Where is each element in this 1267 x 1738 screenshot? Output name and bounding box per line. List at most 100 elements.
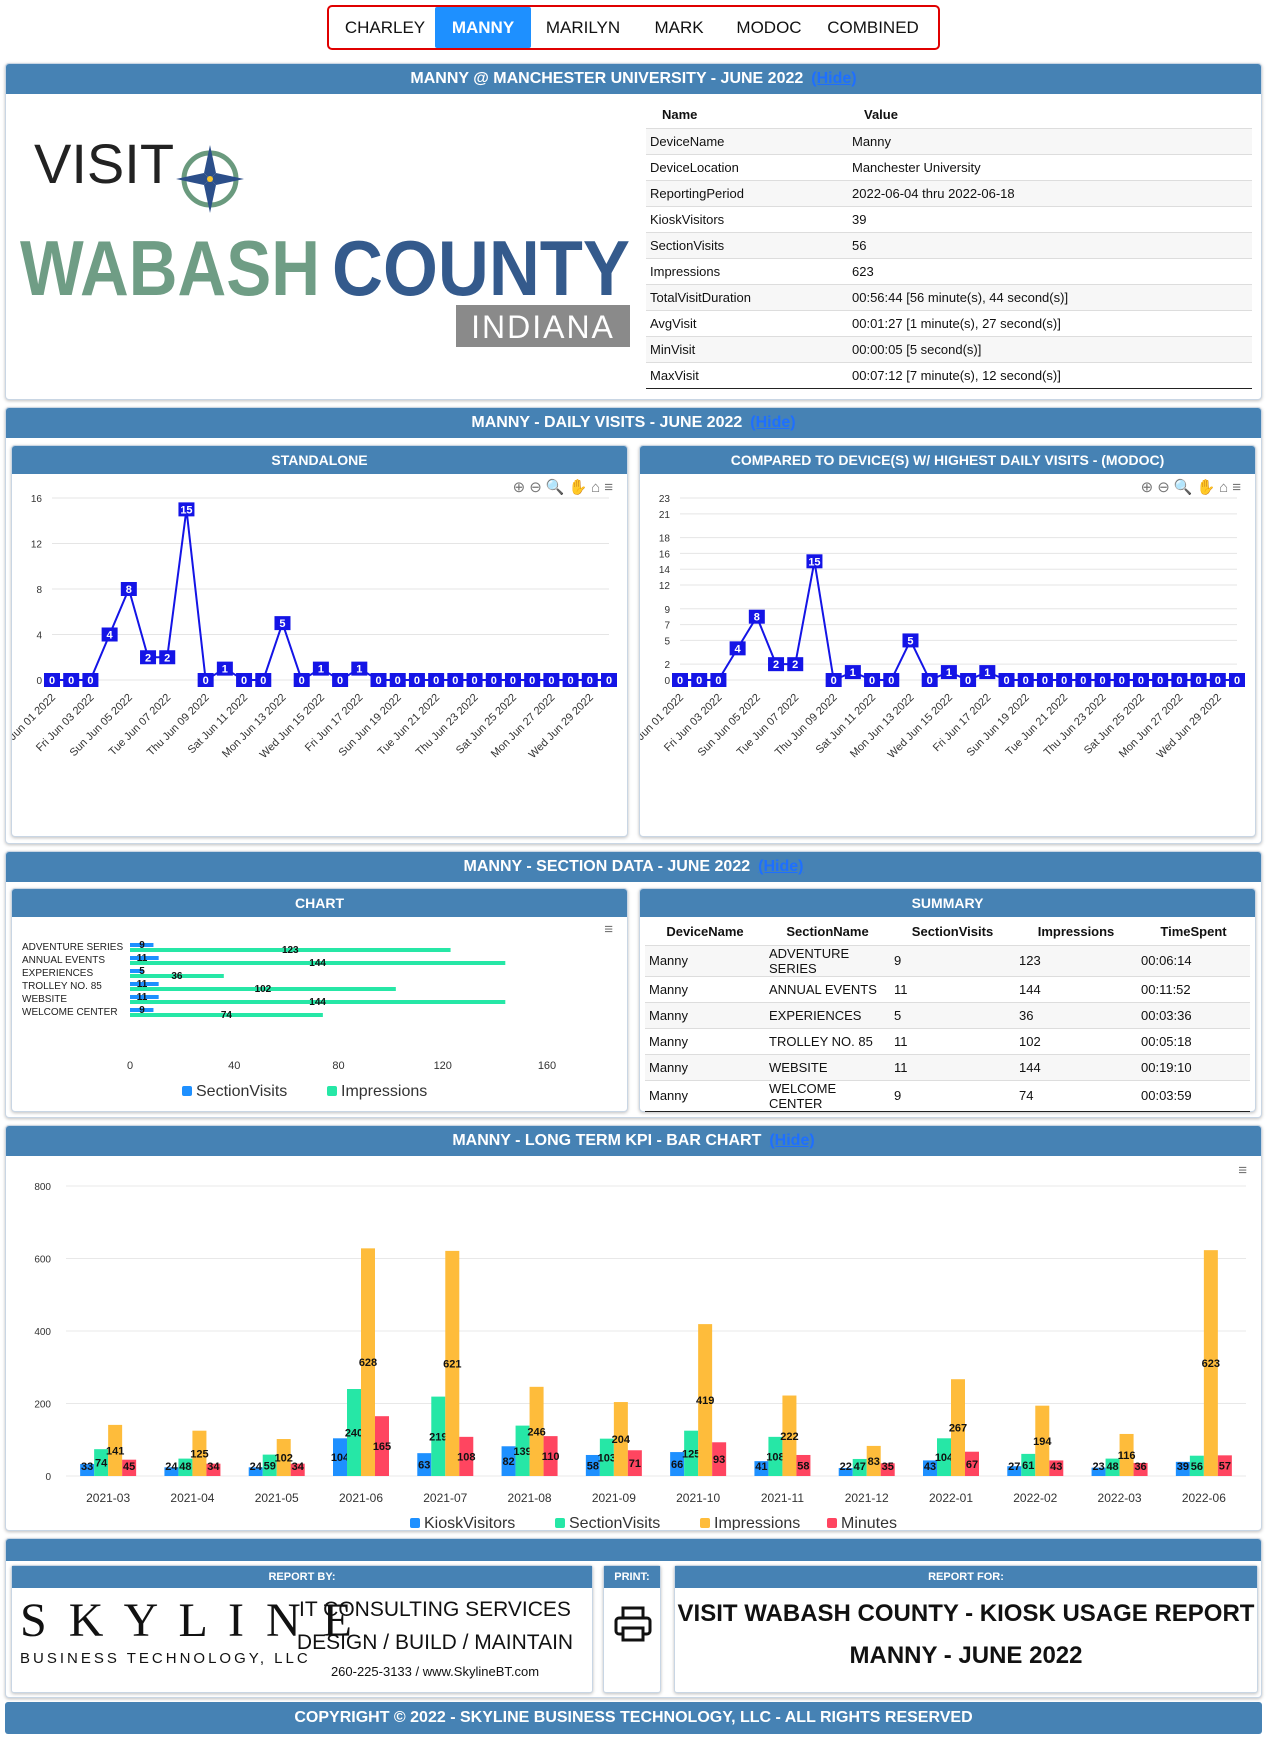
data-point — [63, 673, 80, 687]
data-label: 0 — [510, 675, 516, 687]
data-label: 0 — [587, 675, 593, 687]
tab-mark[interactable]: MARK — [654, 17, 704, 37]
info-value: 2022-06-04 thru 2022-06-18 — [848, 179, 1252, 206]
chart-menu-icon[interactable]: ≡ — [1238, 1162, 1251, 1179]
data-label: 0 — [1157, 675, 1163, 687]
x-tick-label: 2022-03 — [1098, 1491, 1142, 1505]
data-label: 22 — [840, 1461, 852, 1473]
bar — [130, 961, 506, 965]
data-point — [1132, 673, 1149, 687]
bar — [122, 1459, 137, 1476]
data-point — [197, 673, 214, 687]
bar — [192, 1430, 207, 1476]
x-tick-label: Wed Jun 01 2022 — [640, 692, 686, 761]
tab-charley[interactable]: CHARLEY — [344, 17, 426, 37]
y-tick-label: 14 — [659, 565, 671, 576]
y-tick-label: 21 — [659, 510, 671, 521]
cell: WEBSITE — [765, 1053, 890, 1080]
tab-modoc[interactable]: MODOC — [736, 17, 802, 37]
report-by-label: REPORT BY: — [12, 1566, 592, 1588]
print-box: PRINT: — [603, 1565, 661, 1693]
skyline-logo: S K Y L I N E — [20, 1594, 357, 1647]
data-label: 165 — [373, 1441, 391, 1453]
data-label: 24 — [165, 1461, 178, 1473]
data-point — [921, 673, 938, 687]
tab-manny[interactable]: MANNY — [435, 7, 531, 48]
legend-label: Impressions — [341, 1083, 427, 1100]
hide-section-link[interactable]: (Hide) — [758, 858, 804, 875]
bar — [1007, 1466, 1022, 1476]
data-label: 0 — [414, 675, 420, 687]
legend-marker — [327, 1086, 337, 1096]
category-label: EXPERIENCES — [22, 968, 93, 979]
data-label: 9 — [139, 1005, 145, 1016]
visit-wabash-logo: VISIT WABASH COUNTY INDIANA — [20, 132, 630, 347]
device-info-table: Name Value DeviceName Manny DeviceLocation… — [646, 102, 1252, 389]
x-tick-label: 2021-06 — [339, 1491, 383, 1505]
cell: Manny — [645, 975, 765, 1002]
data-label: 125 — [190, 1448, 208, 1460]
info-header: MANNY @ MANCHESTER UNIVERSITY - JUNE 202… — [6, 64, 1261, 94]
cell: 9 — [890, 944, 1015, 976]
x-tick-label: 80 — [332, 1060, 344, 1072]
data-point — [504, 673, 521, 687]
copyright-bar: COPYRIGHT © 2022 - SKYLINE BUSINESS TECH… — [5, 1702, 1262, 1734]
chart-menu-icon[interactable]: ≡ — [604, 921, 617, 938]
x-tick-label: 2021-11 — [761, 1491, 804, 1505]
printer-icon[interactable] — [613, 1604, 653, 1644]
data-point — [1075, 673, 1092, 687]
bar — [768, 1436, 783, 1476]
data-label: 1 — [222, 664, 228, 676]
data-point — [485, 673, 502, 687]
data-label: 0 — [831, 675, 837, 687]
data-label: 1 — [318, 664, 324, 676]
bar — [501, 1446, 516, 1476]
bar — [290, 1463, 305, 1476]
chart-toolbar[interactable]: ⊕⊖🔍✋⌂≡ — [512, 479, 617, 496]
compass-icon — [176, 145, 244, 213]
data-point — [236, 673, 253, 687]
cell: ANNUAL EVENTS — [765, 975, 890, 1002]
data-label: 219 — [429, 1431, 447, 1443]
data-point — [1190, 673, 1207, 687]
data-label: 0 — [203, 675, 209, 687]
cell: Manny — [645, 1001, 765, 1028]
tab-marilyn[interactable]: MARILYN — [545, 17, 621, 37]
bar — [1175, 1461, 1190, 1476]
data-label: 104 — [935, 1452, 954, 1464]
cell: Manny — [645, 1079, 765, 1111]
x-tick-label: 2021-08 — [508, 1491, 552, 1505]
x-tick-label: 2021-03 — [86, 1491, 130, 1505]
standalone-chart-card: STANDALONE ⊕⊖🔍✋⌂≡ 0 4 8 12 16 0 0 0 4 8 2 2 15 0 1 0 0 5 0… — [11, 445, 628, 837]
data-label: 58 — [797, 1460, 809, 1472]
hide-info-link[interactable]: (Hide) — [811, 70, 857, 87]
data-point — [428, 673, 445, 687]
info-key: KioskVisitors — [646, 205, 848, 232]
cell: 11 — [890, 975, 1015, 1002]
chart-toolbar[interactable]: ⊕⊖🔍✋⌂≡ — [1140, 479, 1245, 496]
data-label: 47 — [854, 1461, 866, 1473]
section-chart-title: CHART — [12, 889, 627, 917]
data-label: 1 — [356, 664, 362, 676]
data-label: 0 — [1080, 675, 1086, 687]
data-label: 39 — [1177, 1461, 1189, 1473]
bar — [130, 1013, 323, 1017]
tab-combined[interactable]: COMBINED — [827, 17, 919, 37]
data-point — [274, 616, 291, 631]
section-summary-card: SUMMARY DeviceName SectionName SectionVi… — [639, 888, 1256, 1112]
hide-kpi-link[interactable]: (Hide) — [769, 1132, 815, 1149]
footer-panel: REPORT BY: S K Y L I N E BUSINESS TECHNO… — [5, 1538, 1262, 1698]
x-tick-label: 2021-04 — [170, 1491, 214, 1505]
data-label: 0 — [1234, 675, 1240, 687]
cell: 9 — [890, 1079, 1015, 1111]
hide-daily-link[interactable]: (Hide) — [750, 414, 796, 431]
data-label: 15 — [808, 556, 820, 568]
data-point — [902, 633, 919, 648]
data-label: 11 — [137, 979, 148, 990]
bar — [627, 1450, 642, 1476]
data-point — [748, 609, 765, 624]
data-label: 71 — [629, 1458, 641, 1470]
data-label: 48 — [179, 1461, 191, 1473]
